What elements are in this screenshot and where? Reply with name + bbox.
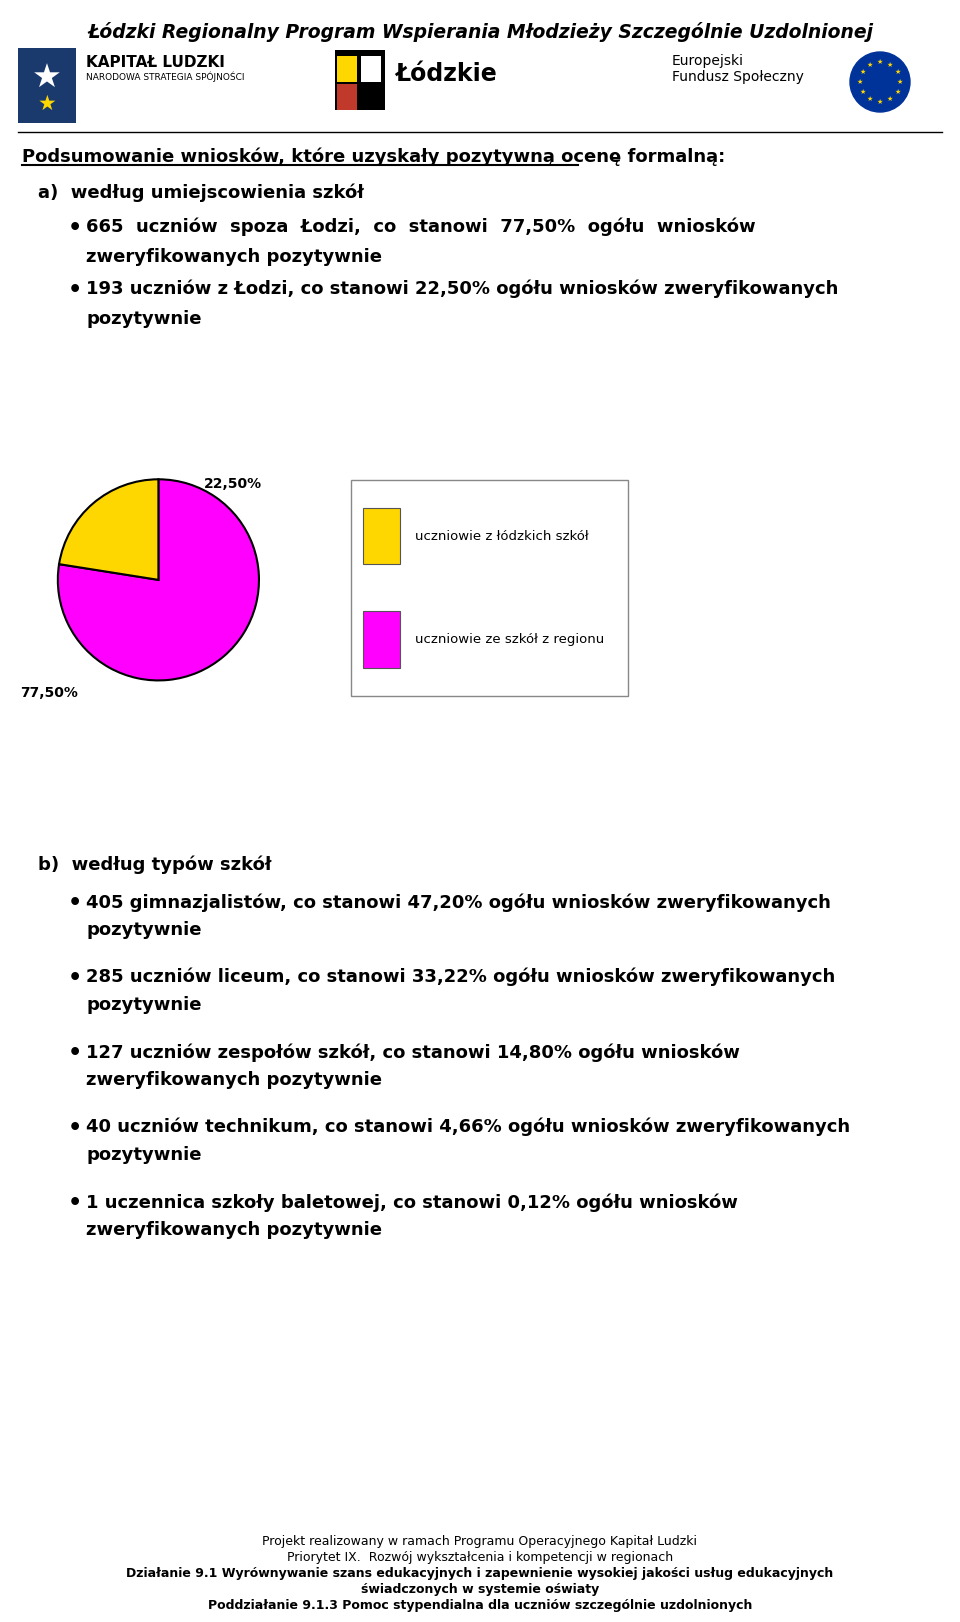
Text: Fundusz Społeczny: Fundusz Społeczny — [672, 70, 804, 84]
Text: 127 uczniów zespołów szkół, co stanowi 14,80% ogółu wniosków: 127 uczniów zespołów szkół, co stanowi 1… — [86, 1043, 740, 1061]
FancyBboxPatch shape — [337, 57, 357, 83]
Text: •: • — [68, 281, 83, 300]
Text: pozytywnie: pozytywnie — [86, 921, 202, 939]
Text: Projekt realizowany w ramach Programu Operacyjnego Kapitał Ludzki: Projekt realizowany w ramach Programu Op… — [262, 1534, 698, 1547]
Text: 1 uczennica szkoły baletowej, co stanowi 0,12% ogółu wniosków: 1 uczennica szkoły baletowej, co stanowi… — [86, 1194, 738, 1212]
Text: Priorytet IX.  Rozwój wykształcenia i kompetencji w regionach: Priorytet IX. Rozwój wykształcenia i kom… — [287, 1551, 673, 1564]
Text: ★: ★ — [894, 70, 900, 75]
Text: pozytywnie: pozytywnie — [86, 996, 202, 1014]
Text: Działanie 9.1 Wyrównywanie szans edukacyjnych i zapewnienie wysokiej jakości usł: Działanie 9.1 Wyrównywanie szans edukacy… — [127, 1567, 833, 1580]
Text: 77,50%: 77,50% — [20, 686, 78, 701]
Text: b)  według typów szkół: b) według typów szkół — [38, 855, 272, 874]
Text: 193 uczniów z Łodzi, co stanowi 22,50% ogółu wniosków zweryfikowanych: 193 uczniów z Łodzi, co stanowi 22,50% o… — [86, 281, 838, 298]
FancyBboxPatch shape — [351, 480, 628, 696]
Text: Łódzkie: Łódzkie — [395, 62, 496, 86]
Text: Poddziałanie 9.1.3 Pomoc stypendialna dla uczniów szczególnie uzdolnionych: Poddziałanie 9.1.3 Pomoc stypendialna dl… — [207, 1599, 753, 1612]
FancyBboxPatch shape — [363, 508, 400, 564]
Text: zweryfikowanych pozytywnie: zweryfikowanych pozytywnie — [86, 248, 382, 266]
Text: ★: ★ — [887, 96, 893, 102]
Text: KAPITAŁ LUDZKI: KAPITAŁ LUDZKI — [86, 55, 225, 70]
Text: zweryfikowanych pozytywnie: zweryfikowanych pozytywnie — [86, 1071, 382, 1088]
Text: 22,50%: 22,50% — [204, 477, 262, 491]
Text: •: • — [68, 1043, 83, 1062]
FancyBboxPatch shape — [18, 49, 76, 123]
Text: •: • — [68, 894, 83, 913]
Text: uczniowie z łódzkich szkół: uczniowie z łódzkich szkół — [415, 530, 588, 543]
Text: ★: ★ — [857, 79, 863, 84]
Text: ★: ★ — [859, 89, 866, 96]
Text: ★: ★ — [32, 62, 62, 94]
Text: pozytywnie: pozytywnie — [86, 1147, 202, 1165]
Text: 40 uczniów technikum, co stanowi 4,66% ogółu wniosków zweryfikowanych: 40 uczniów technikum, co stanowi 4,66% o… — [86, 1118, 851, 1137]
Text: •: • — [68, 217, 83, 238]
Text: ★: ★ — [859, 70, 866, 75]
Text: 285 uczniów liceum, co stanowi 33,22% ogółu wniosków zweryfikowanych: 285 uczniów liceum, co stanowi 33,22% og… — [86, 968, 835, 986]
Text: ★: ★ — [876, 99, 883, 105]
Wedge shape — [60, 480, 158, 581]
FancyBboxPatch shape — [335, 50, 385, 110]
Text: uczniowie ze szkół z regionu: uczniowie ze szkół z regionu — [415, 633, 604, 646]
Text: ★: ★ — [894, 89, 900, 96]
FancyBboxPatch shape — [363, 611, 400, 668]
Wedge shape — [58, 480, 259, 680]
Text: świadczonych w systemie oświaty: świadczonych w systemie oświaty — [361, 1583, 599, 1596]
Text: Łódzki Regionalny Program Wspierania Młodzieży Szczególnie Uzdolnionej: Łódzki Regionalny Program Wspierania Mło… — [87, 23, 873, 42]
Text: pozytywnie: pozytywnie — [86, 310, 202, 328]
Text: Podsumowanie wniosków, które uzyskały pozytywną ocenę formalną:: Podsumowanie wniosków, które uzyskały po… — [22, 148, 725, 167]
FancyBboxPatch shape — [337, 84, 357, 110]
Text: Europejski: Europejski — [672, 54, 744, 68]
Text: ★: ★ — [867, 62, 874, 68]
Text: ★: ★ — [897, 79, 903, 84]
Text: ★: ★ — [37, 94, 57, 114]
Text: •: • — [68, 1194, 83, 1213]
Text: ★: ★ — [867, 96, 874, 102]
Text: ★: ★ — [876, 58, 883, 65]
Text: •: • — [68, 968, 83, 988]
Text: ★: ★ — [887, 62, 893, 68]
Text: 665  uczniów  spoza  Łodzi,  co  stanowi  77,50%  ogółu  wniosków: 665 uczniów spoza Łodzi, co stanowi 77,5… — [86, 217, 756, 237]
Text: NARODOWA STRATEGIA SPÓJNOŚCI: NARODOWA STRATEGIA SPÓJNOŚCI — [86, 71, 245, 83]
Text: a)  według umiejscowienia szkół: a) według umiejscowienia szkół — [38, 183, 364, 203]
Text: •: • — [68, 1118, 83, 1139]
Circle shape — [850, 52, 910, 112]
Text: 405 gimnazjalistów, co stanowi 47,20% ogółu wniosków zweryfikowanych: 405 gimnazjalistów, co stanowi 47,20% og… — [86, 894, 830, 912]
FancyBboxPatch shape — [361, 57, 381, 83]
Text: zweryfikowanych pozytywnie: zweryfikowanych pozytywnie — [86, 1221, 382, 1239]
